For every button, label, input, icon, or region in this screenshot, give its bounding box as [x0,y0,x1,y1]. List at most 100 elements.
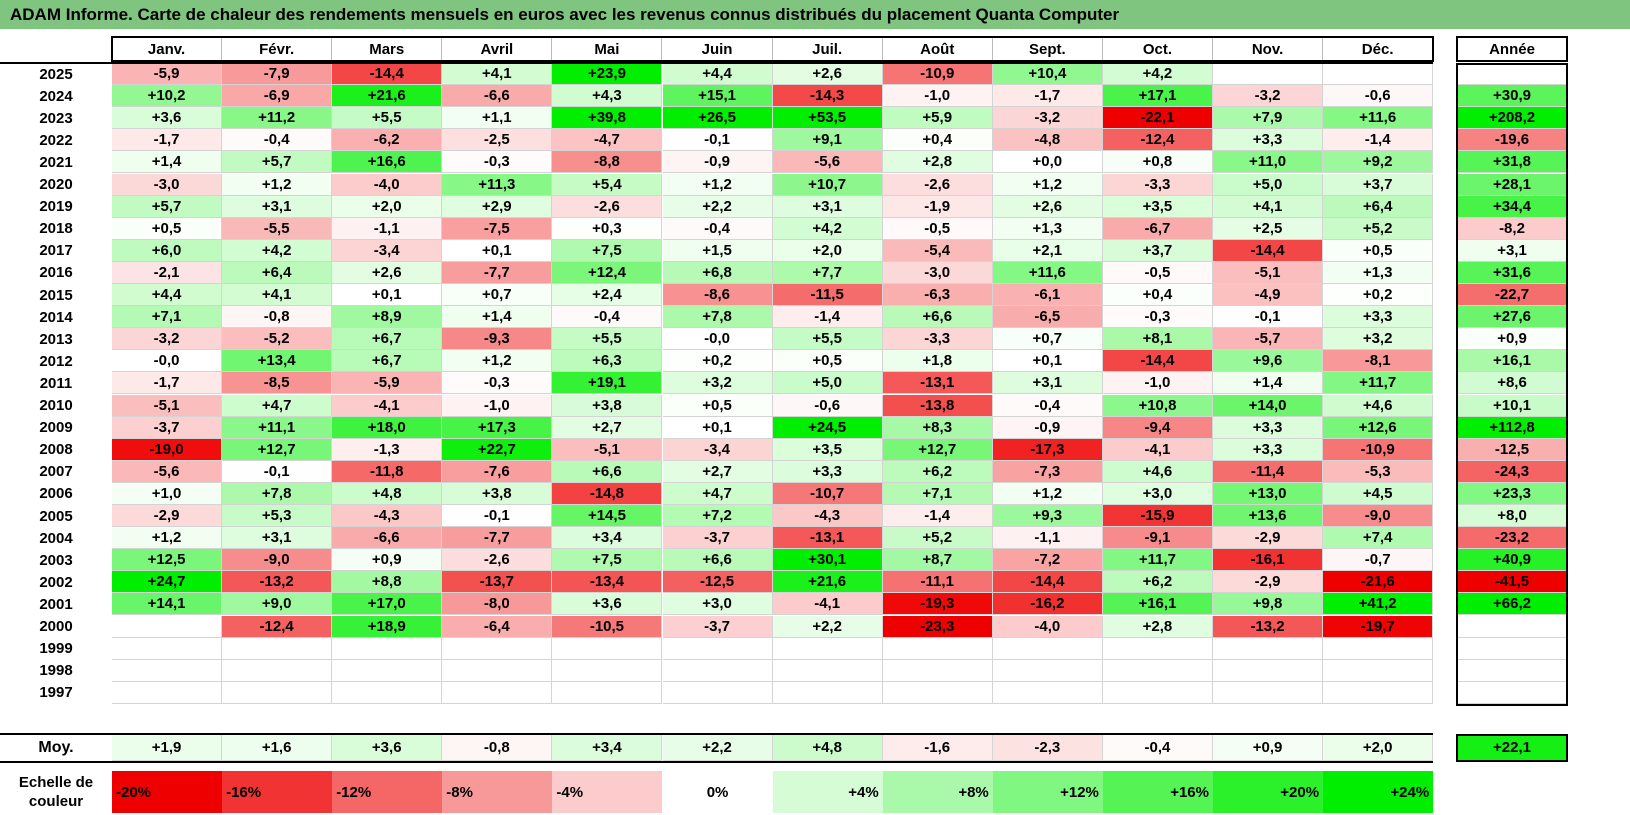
heatmap-cell: +6,3 [552,350,663,373]
heatmap-cell: +5,0 [1213,173,1324,196]
heatmap-cell: +24,5 [772,416,883,439]
heatmap-cell: +4,1 [222,284,333,307]
heatmap-cell [662,637,773,660]
heatmap-cell: +3,3 [1323,306,1434,329]
heatmap-cell: -16,2 [992,593,1103,616]
year-label: 2017 [39,242,73,260]
heatmap-cell: -5,6 [112,460,223,483]
heatmap-cell: +6,4 [1323,195,1434,218]
heatmap-cell: -2,9 [1213,527,1324,550]
heatmap-cell: +12,5 [112,549,223,572]
heatmap-cell: +7,2 [662,505,773,528]
heatmap-cell: -7,3 [992,460,1103,483]
heatmap-cell: +12,7 [222,438,333,461]
annual-cell: +16,1 [1457,350,1567,373]
heatmap-cell: -2,6 [882,173,993,196]
heatmap-cell: +0,5 [662,394,773,417]
month-header: Mai [552,37,663,62]
heatmap-cell: +1,4 [442,306,553,329]
month-header: Avril [442,37,553,62]
heatmap-cell: -4,0 [332,173,443,196]
heatmap-cell: -5,9 [112,63,223,86]
heatmap-cell: -8,6 [662,284,773,307]
heatmap-cell: -1,7 [112,129,223,152]
heatmap-cell: -5,1 [1213,261,1324,284]
heatmap-cell: +53,5 [772,107,883,130]
heatmap-cell: -2,5 [442,129,553,152]
heatmap-cell: -13,1 [882,372,993,395]
heatmap-cell: -2,9 [112,505,223,528]
annual-cell: +10,1 [1457,394,1567,417]
heatmap-cell: +2,7 [552,416,663,439]
heatmap-cell: -13,8 [882,394,993,417]
month-header: Août [883,37,993,62]
average-cell: -0,8 [442,735,553,761]
color-scale-stop: -12% [332,771,443,813]
heatmap-cell: +11,7 [1323,372,1434,395]
heatmap-cell: +2,6 [992,195,1103,218]
heatmap-cell: +8,7 [882,549,993,572]
heatmap-cell: -19,3 [882,593,993,616]
heatmap-cell: +12,6 [1323,416,1434,439]
annual-cell [1457,615,1567,638]
heatmap-cell [1323,681,1434,704]
annual-cell: +8,0 [1457,505,1567,528]
heatmap-cell: +1,3 [1323,261,1434,284]
heatmap-cell: -6,2 [332,129,443,152]
heatmap-cell: -14,4 [1213,239,1324,262]
average-cell: +3,6 [332,735,443,761]
heatmap-cell: -3,4 [332,239,443,262]
heatmap-cell: -9,0 [1323,505,1434,528]
heatmap-cell: +1,0 [112,482,223,505]
heatmap-cell: +17,3 [442,416,553,439]
color-scale-stop: +24% [1323,771,1434,813]
annual-cell: +27,6 [1457,306,1567,329]
heatmap-cell [332,637,443,660]
heatmap-cell [882,637,993,660]
heatmap-cell: +1,2 [222,173,333,196]
heatmap-cell [772,637,883,660]
heatmap-cell: +2,2 [662,195,773,218]
heatmap-cell [772,659,883,682]
heatmap-cell: +22,7 [442,438,553,461]
heatmap-cell: -0,0 [112,350,223,373]
heatmap-cell: -0,4 [552,306,663,329]
heatmap-cell: -14,4 [332,63,443,86]
heatmap-cell: +3,1 [772,195,883,218]
heatmap-cell: -13,1 [772,527,883,550]
heatmap-cell: +24,7 [112,571,223,594]
heatmap-cell: +0,2 [662,350,773,373]
annual-cell: -8,2 [1457,217,1567,240]
year-label: 1999 [39,640,73,658]
year-label: 2011 [39,374,73,392]
heatmap-cell: +6,6 [552,460,663,483]
heatmap-cell: -4,1 [1102,438,1213,461]
month-header: Oct. [1103,37,1213,62]
year-label: 2024 [39,87,73,105]
heatmap-cell: +3,0 [1102,482,1213,505]
heatmap-cell [1323,63,1434,86]
heatmap-cell: -9,0 [222,549,333,572]
year-label: 2025 [39,65,73,83]
heatmap-cell: -1,7 [992,85,1103,108]
heatmap-cell: -1,4 [772,306,883,329]
heatmap-cell: +1,8 [882,350,993,373]
heatmap-cell: +21,6 [772,571,883,594]
heatmap-cell: +3,3 [1213,416,1324,439]
heatmap-cell: -3,0 [882,261,993,284]
heatmap-cell: +6,4 [222,261,333,284]
heatmap-cell: +0,7 [442,284,553,307]
heatmap-cell: -1,3 [332,438,443,461]
heatmap-cell: -3,7 [662,527,773,550]
heatmap-cell: -3,7 [112,416,223,439]
heatmap-cell: +3,1 [222,195,333,218]
year-label: 2000 [39,618,73,636]
heatmap-cell: +23,9 [552,63,663,86]
heatmap-cell: +0,1 [992,350,1103,373]
heatmap-cell: +5,7 [112,195,223,218]
heatmap-cell [882,681,993,704]
heatmap-cell: -12,4 [1102,129,1213,152]
heatmap-cell: -14,4 [992,571,1103,594]
heatmap-cell [882,659,993,682]
heatmap-cell: -22,1 [1102,107,1213,130]
